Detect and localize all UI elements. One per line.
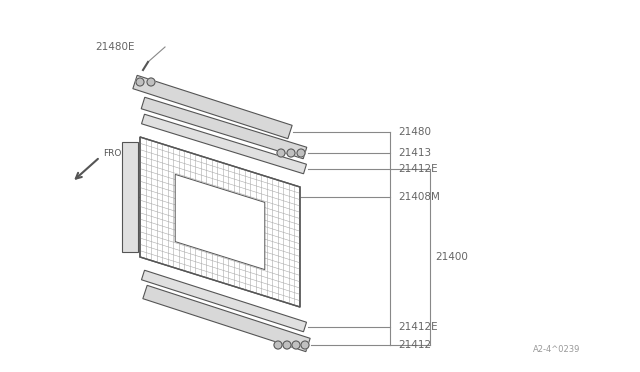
Polygon shape <box>141 97 307 159</box>
Polygon shape <box>141 114 307 174</box>
Circle shape <box>283 341 291 349</box>
Polygon shape <box>175 174 265 270</box>
Text: 21412E: 21412E <box>398 322 438 332</box>
Text: 21480: 21480 <box>398 127 431 137</box>
Text: A2-4^0239: A2-4^0239 <box>532 345 580 354</box>
Polygon shape <box>122 142 138 252</box>
Circle shape <box>297 149 305 157</box>
Text: 21408M: 21408M <box>398 192 440 202</box>
Text: 21400: 21400 <box>435 252 468 262</box>
Text: 21480E: 21480E <box>95 42 134 52</box>
Circle shape <box>292 341 300 349</box>
Circle shape <box>274 341 282 349</box>
Text: 21412: 21412 <box>398 340 431 350</box>
Circle shape <box>287 149 295 157</box>
Text: FRONT: FRONT <box>103 149 134 158</box>
Text: 21412E: 21412E <box>398 164 438 174</box>
Polygon shape <box>133 76 292 139</box>
Circle shape <box>147 78 155 86</box>
Text: 21413: 21413 <box>398 148 431 158</box>
Circle shape <box>136 78 144 86</box>
Polygon shape <box>143 285 310 352</box>
Polygon shape <box>141 270 307 332</box>
Circle shape <box>277 149 285 157</box>
Circle shape <box>301 341 309 349</box>
Polygon shape <box>140 137 300 307</box>
